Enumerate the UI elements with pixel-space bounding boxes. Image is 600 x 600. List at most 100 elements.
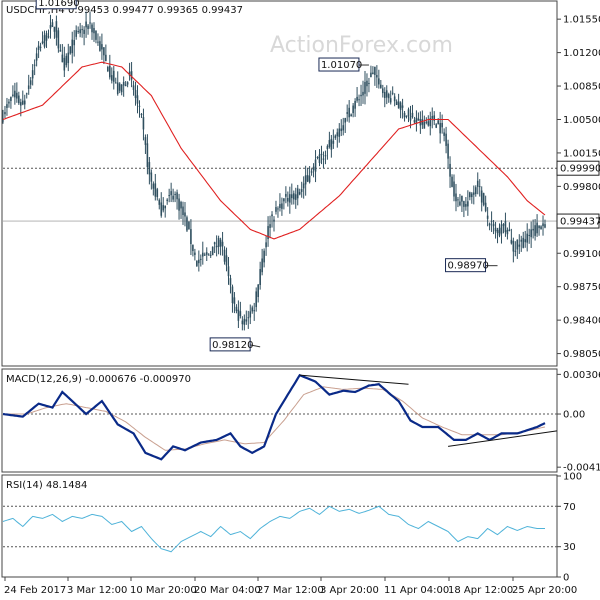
candle-body [75, 30, 77, 37]
candle-body [287, 198, 289, 202]
candle-body [463, 201, 465, 207]
annotation-box [35, 0, 77, 10]
candle-body [532, 228, 534, 231]
candle-body [275, 207, 277, 212]
candle-body [381, 88, 384, 94]
candle-body [356, 96, 358, 101]
candle-body [480, 190, 483, 203]
macd-trendline [448, 430, 557, 447]
candle-body [467, 201, 469, 207]
candle-body [231, 286, 234, 304]
candle-body [55, 21, 58, 38]
candle-body [447, 143, 449, 159]
candle-body [482, 193, 485, 205]
candle-body [172, 195, 174, 200]
candle-body [14, 90, 16, 98]
candle-body [144, 137, 147, 145]
candle-body [91, 24, 93, 33]
x-tick-label: 11 Apr 04:00 [384, 585, 449, 596]
candle-body [348, 107, 350, 118]
candle-body [322, 158, 325, 160]
candle-body [27, 85, 30, 89]
annotation-label: 0.98970 [448, 261, 489, 272]
x-tick-label: 25 Apr 20:00 [512, 585, 577, 596]
candle-body [433, 115, 436, 121]
candle-body [97, 41, 99, 43]
candle-body [496, 229, 499, 234]
candle-body [190, 229, 192, 245]
candle-body [514, 250, 517, 252]
candle-body [132, 85, 135, 90]
x-tick-label: 24 Feb 2017 [4, 585, 66, 596]
candle-body [130, 71, 133, 80]
candle-body [334, 135, 337, 138]
candle-body [213, 242, 216, 245]
candle-body [79, 29, 81, 34]
price-panel-title: USDCHF,H4 [6, 5, 65, 16]
candle-body [69, 46, 72, 54]
candle-body [413, 120, 416, 123]
candle-body [461, 195, 463, 202]
candle-body [29, 80, 32, 85]
rsi-y-tick-label: 0 [563, 573, 569, 584]
candle-body [385, 90, 388, 98]
candle-body [544, 224, 546, 228]
candle-body [235, 306, 238, 312]
candle-body [492, 223, 495, 227]
candle-body [217, 238, 220, 247]
macd-trendline [299, 374, 409, 385]
rsi-line [2, 505, 545, 553]
current-tag-label: 0.99437 [560, 217, 600, 228]
candle-body [338, 128, 341, 137]
candle-body [459, 201, 461, 206]
candle-body [168, 195, 170, 197]
candle-body [277, 208, 279, 210]
candle-body [536, 222, 538, 234]
rsi-level-lines [3, 505, 557, 548]
candle-body [61, 54, 64, 63]
candle-body [336, 132, 339, 137]
candle-body [203, 254, 206, 256]
candle-body [387, 94, 390, 99]
candle-body [142, 117, 145, 130]
annotation-box [318, 57, 360, 72]
candle-body [478, 186, 481, 188]
candle-body [267, 226, 269, 240]
candle-body [176, 192, 178, 200]
candle-body [528, 234, 530, 236]
candle-body [340, 128, 343, 132]
candle-body [87, 25, 89, 30]
candle-body [83, 29, 85, 34]
candle-body [380, 84, 382, 88]
candle-body [107, 66, 109, 72]
candle-body [109, 65, 111, 78]
candle-body [20, 102, 22, 106]
candle-body [223, 249, 226, 262]
candle-body [510, 239, 513, 244]
candle-body [154, 183, 157, 197]
candlestick-series [2, 11, 546, 331]
rsi-panel: RSI(14) 48.1484 100 70 30 0 [1, 472, 582, 584]
x-tick-label: 10 Mar 20:00 [130, 585, 197, 596]
candle-body [89, 22, 91, 24]
candle-body [518, 244, 521, 247]
candle-body [174, 193, 176, 195]
rsi-y-tick-label: 30 [563, 542, 576, 553]
candle-body [409, 116, 412, 121]
candle-body [158, 199, 161, 205]
candle-body [37, 45, 40, 50]
x-tick-label: 20 Mar 04:00 [194, 585, 261, 596]
candle-body [318, 154, 321, 163]
candle-body [427, 121, 430, 126]
macd-y-tick-label: 0.00 [563, 410, 585, 421]
candle-body [77, 31, 79, 33]
candle-body [304, 175, 307, 185]
candle-body [302, 183, 305, 189]
candle-body [209, 254, 212, 256]
candle-body [221, 241, 224, 247]
candle-body [435, 124, 438, 128]
candle-body [399, 102, 402, 110]
price-y-tick-label: 1.01550 [563, 15, 600, 26]
